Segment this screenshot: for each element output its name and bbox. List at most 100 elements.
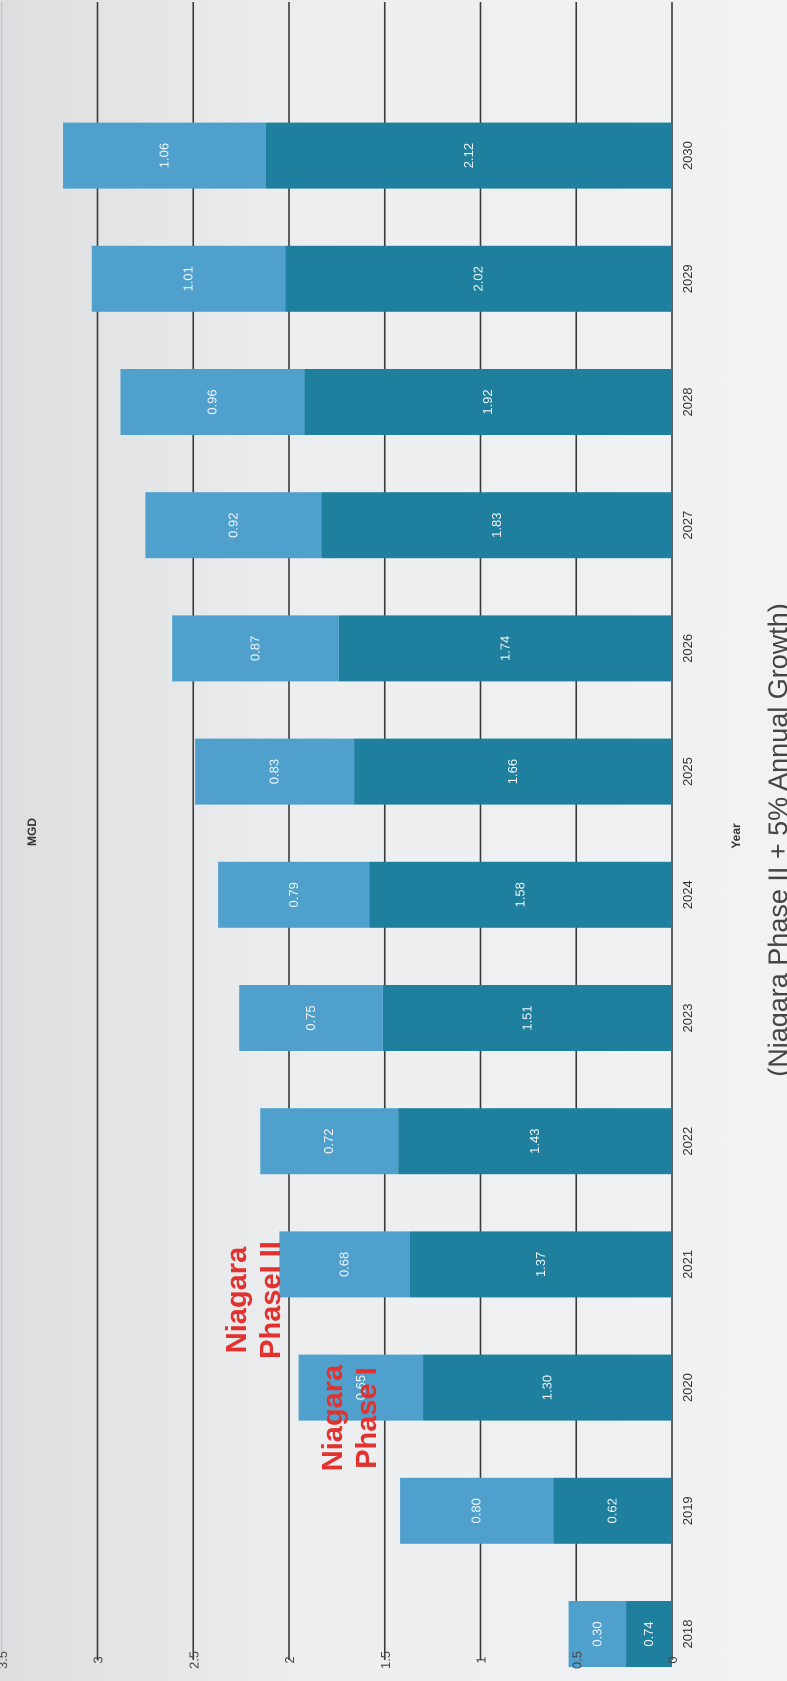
category-tick-group: 2026: [680, 634, 695, 663]
category-axis-title: Year: [729, 823, 743, 849]
annotations: Niagara Phase I Niagara PhaseI II: [221, 1241, 383, 1471]
bar-label-group: 1.92: [480, 389, 495, 414]
bar-data-label: 1.01: [180, 266, 195, 291]
bars: [63, 122, 672, 1667]
category-tick-group: 2025: [680, 757, 695, 786]
bar-segment: [304, 369, 672, 435]
bar-segment: [266, 122, 672, 189]
bar-segment: [398, 1108, 672, 1175]
category-axis-ticks: 2018 2019 2020 2021 2022 2023 2024 2025 2026 2027…: [680, 141, 695, 1648]
category-tick-label: 2019: [680, 1496, 695, 1525]
category-tick-label: 2030: [680, 141, 695, 170]
bar-segment: [369, 861, 672, 928]
bar-label-group: 0.75: [303, 1005, 318, 1030]
bar-label-group: 0.62: [605, 1498, 620, 1523]
annotation-line: Niagara: [317, 1364, 349, 1471]
category-tick-group: 2019: [680, 1496, 695, 1525]
category-tick-label: 2023: [680, 1004, 695, 1033]
bar-label-group: 1.66: [505, 759, 520, 784]
value-axis-title-group: MGD: [25, 818, 39, 846]
value-tick-label: 2: [282, 1656, 297, 1663]
category-tick-group: 2028: [680, 388, 695, 417]
bar-segment: [239, 985, 383, 1051]
bar-segment: [63, 122, 267, 189]
category-tick-label: 2025: [680, 757, 695, 786]
value-tick-label: 0: [665, 1656, 680, 1663]
bar-data-label: 1.92: [480, 389, 495, 414]
annotation: Niagara PhaseI II: [221, 1241, 287, 1359]
category-tick-group: 2023: [680, 1004, 695, 1033]
annotation-line: PhaseI II: [255, 1241, 287, 1359]
bar-segment: [298, 1354, 424, 1421]
bar-label-group: 0.72: [321, 1129, 336, 1154]
bar-data-label: 0.79: [286, 882, 301, 907]
bar-label-group: 1.51: [519, 1005, 534, 1030]
bar-data-label: 0.92: [225, 513, 240, 538]
bar-segment: [285, 245, 672, 312]
bar-label-group: 0.92: [225, 513, 240, 538]
value-tick-group: 2.5: [186, 1651, 201, 1669]
value-tick-label: 1.5: [378, 1651, 393, 1669]
bar-label-group: 2.02: [471, 266, 486, 291]
bar-data-label: 0.83: [267, 759, 282, 784]
bar-label-group: 1.30: [540, 1375, 555, 1400]
bar-data-label: 0.62: [605, 1498, 620, 1523]
bar-label-group: 0.74: [641, 1621, 656, 1646]
bar-segment: [120, 369, 305, 435]
data-labels: 0.74 0.30 0.62 0.80 1.30 0.65 1.37 0.68 1.43 0.72…: [157, 143, 656, 1647]
bar-data-label: 1.83: [489, 513, 504, 538]
annotation-line: Phase I: [351, 1367, 383, 1469]
bar-data-label: 1.37: [533, 1252, 548, 1277]
value-tick-label: 2.5: [186, 1651, 201, 1669]
category-tick-label: 2022: [680, 1127, 695, 1156]
bar-segment: [195, 738, 355, 805]
bar-data-label: 0.74: [641, 1621, 656, 1646]
bar-data-label: 0.68: [337, 1252, 352, 1277]
bar-label-group: 0.65: [353, 1375, 368, 1400]
bar-data-label: 2.02: [471, 266, 486, 291]
category-tick-label: 2026: [680, 634, 695, 663]
bar-label-group: 0.87: [247, 636, 262, 661]
category-tick-label: 2029: [680, 264, 695, 293]
bar-segment: [626, 1601, 672, 1667]
bar-label-group: 1.06: [157, 143, 172, 168]
value-axis-title: MGD: [25, 818, 39, 846]
bar-data-label: 0.80: [469, 1498, 484, 1523]
value-tick-group: 3: [91, 1656, 106, 1663]
bar-segment: [400, 1477, 554, 1544]
value-axis-ticks: 0 0.5 1 1.5 2 2.5 3 3.5: [0, 1651, 680, 1669]
category-axis-title-group: Year: [729, 823, 743, 849]
category-tick-group: 2020: [680, 1373, 695, 1402]
bar-data-label: 1.51: [519, 1005, 534, 1030]
bar-data-label: 2.12: [461, 143, 476, 168]
bar-segment: [423, 1354, 672, 1421]
bar-segment: [553, 1477, 672, 1544]
category-tick-group: 2030: [680, 141, 695, 170]
bar-segment: [218, 861, 370, 928]
category-tick-group: 2022: [680, 1127, 695, 1156]
bar-label-group: 1.58: [513, 882, 528, 907]
chart-title-group: (Niagara Phase II + 5% Annual Growth): [763, 603, 787, 1077]
bar-segment: [568, 1601, 627, 1667]
bar-label-group: 0.30: [589, 1621, 604, 1646]
value-tick-label: 0.5: [569, 1651, 584, 1669]
bar-segment: [338, 615, 672, 682]
value-tick-group: 3.5: [0, 1651, 10, 1669]
bar-label-group: 1.43: [527, 1129, 542, 1154]
bar-data-label: 0.96: [204, 389, 219, 414]
bar-segment: [354, 738, 672, 805]
bar-segment: [172, 615, 339, 682]
bar-segment: [382, 985, 672, 1051]
bar-segment: [260, 1108, 399, 1175]
bar-label-group: 1.83: [489, 513, 504, 538]
value-tick-group: 0: [665, 1656, 680, 1663]
bar-data-label: 0.65: [353, 1375, 368, 1400]
bar-label-group: 1.01: [180, 266, 195, 291]
bar-label-group: 1.37: [533, 1252, 548, 1277]
bar-data-label: 0.75: [303, 1005, 318, 1030]
bar-data-label: 1.43: [527, 1129, 542, 1154]
category-tick-group: 2029: [680, 264, 695, 293]
bar-data-label: 0.72: [321, 1129, 336, 1154]
